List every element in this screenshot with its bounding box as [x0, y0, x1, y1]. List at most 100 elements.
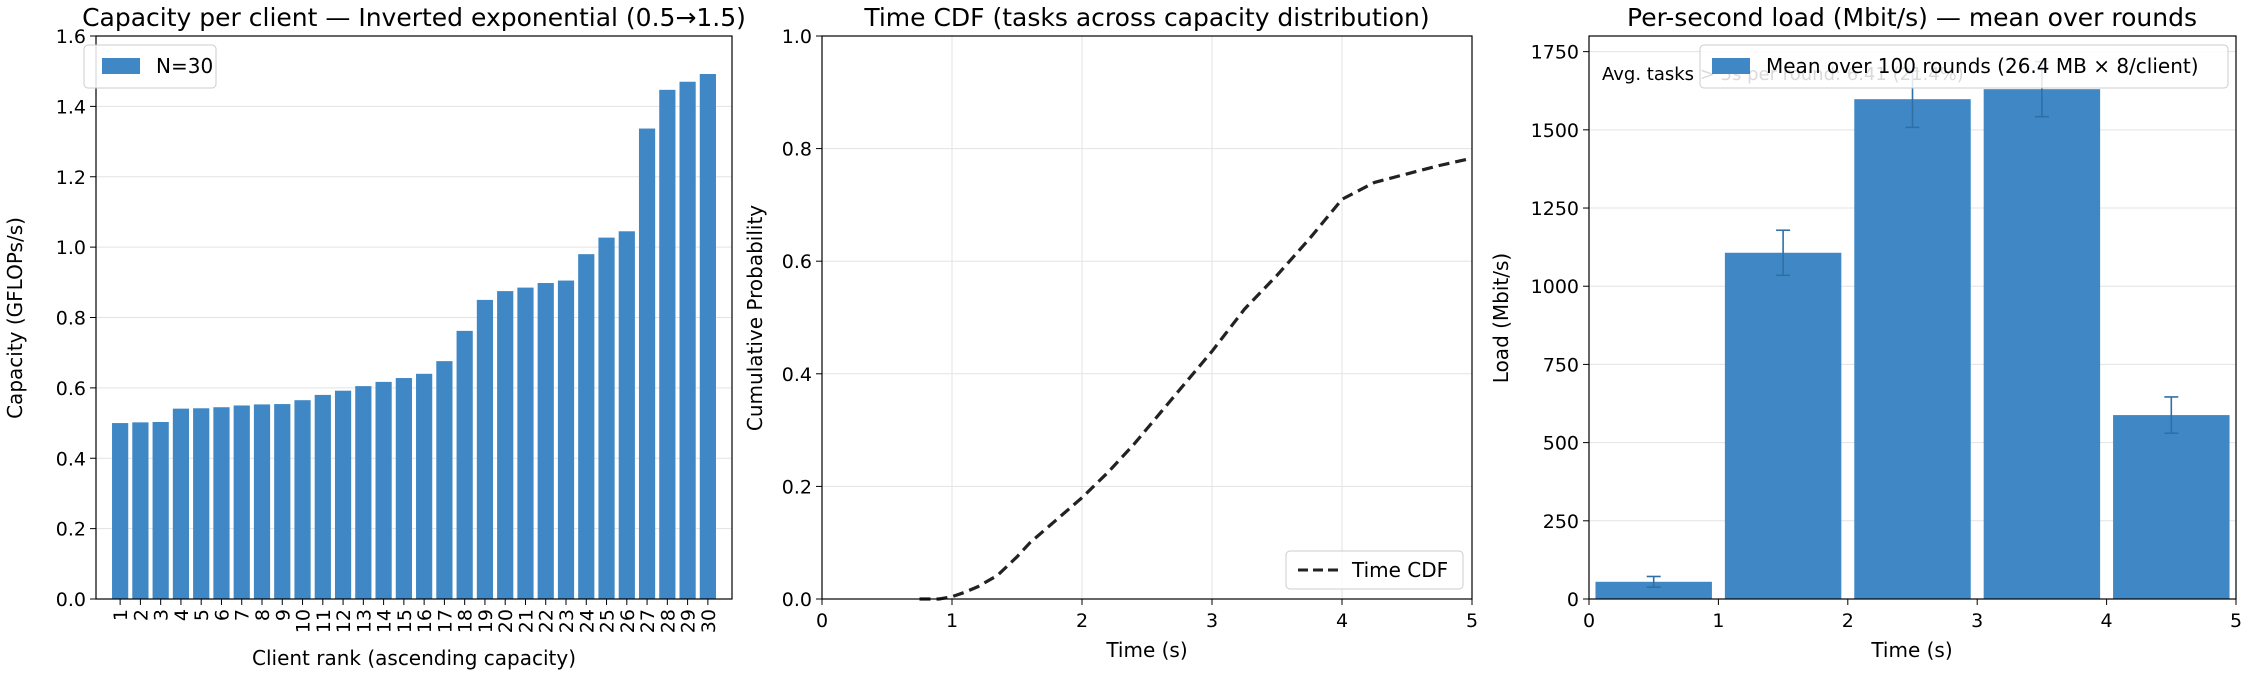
capacity-bar: [679, 81, 696, 599]
x-tick-label: 3: [151, 609, 173, 621]
legend-box: [1699, 44, 2229, 89]
x-tick-label: 25: [597, 609, 619, 633]
y-tick-label: 0.4: [56, 448, 86, 470]
legend-swatch: [1712, 58, 1750, 74]
capacity-bar: [476, 299, 494, 599]
y-tick-label: 0.6: [56, 378, 86, 400]
capacity-bar: [314, 394, 331, 599]
error-bar: [1776, 229, 1791, 277]
y-tick-label: 1.2: [56, 167, 86, 189]
x-tick-label: 10: [293, 609, 315, 633]
x-tick-label: 6: [211, 609, 233, 621]
load-bar: [2113, 415, 2230, 599]
x-tick-label: 4: [2101, 610, 2113, 632]
y-tick-label: 1250: [1531, 198, 1579, 220]
error-bar: [1646, 575, 1661, 588]
y-tick-label: 0.6: [782, 251, 812, 273]
x-tick-label: 14: [374, 609, 396, 633]
capacity-bar: [537, 283, 554, 599]
capacity-bar: [416, 373, 433, 599]
capacity-bar: [395, 378, 412, 599]
y-tick-label: 0.4: [782, 364, 812, 386]
time-cdf-frame: [821, 35, 1473, 600]
x-tick-label: 2: [130, 609, 152, 621]
time-cdf-ylabel: Cumulative Probability: [743, 205, 767, 431]
load-chart-panel: 0 250 500 750 1000 1250 1500 1750 0 1 2 3 4 5 Per-se…: [1489, 3, 2242, 662]
capacity-bar: [557, 280, 575, 599]
capacity-chart-title: Capacity per client — Inverted exponenti…: [82, 3, 746, 32]
capacity-bar: [375, 381, 392, 599]
legend-swatch: [102, 58, 140, 74]
legend-box: [83, 44, 217, 89]
y-tick-label: 0.8: [56, 308, 86, 330]
x-tick-label: 8: [252, 609, 274, 621]
x-tick-label: 1: [1712, 610, 1724, 632]
time-cdf-line: [919, 156, 1473, 601]
capacity-bar: [193, 408, 210, 599]
y-tick-label: 0.8: [782, 139, 812, 161]
load-bar: [1724, 252, 1842, 599]
x-tick-label: 5: [2230, 610, 2242, 632]
capacity-bar: [274, 404, 291, 599]
capacity-chart-xlabel: Client rank (ascending capacity): [252, 646, 576, 670]
capacity-bar: [699, 74, 716, 599]
legend-label: Time CDF: [1351, 558, 1448, 582]
x-tick-label: 11: [313, 609, 335, 633]
legend-label: Mean over 100 rounds (26.4 MB × 8/client…: [1766, 54, 2199, 78]
x-tick-label: 15: [394, 609, 416, 633]
capacity-bar: [334, 390, 352, 599]
y-tick-label: 1500: [1531, 120, 1579, 142]
time-cdf-panel: 0.0 0.2 0.4 0.6 0.8 1.0 0 1 2 3 4 5 Time CDF (task…: [743, 3, 1478, 662]
x-tick-label: 19: [475, 609, 497, 633]
x-tick-label: 4: [1336, 610, 1348, 632]
capacity-bar: [152, 422, 169, 599]
y-tick-label: 1.0: [782, 26, 812, 48]
time-cdf-xlabel: Time (s): [1105, 638, 1187, 662]
x-tick-label: 16: [414, 609, 436, 633]
load-chart-legend: Mean over 100 rounds (26.4 MB × 8/client…: [1699, 44, 2229, 89]
x-tick-label: 9: [272, 609, 294, 621]
x-tick-label: 3: [1206, 610, 1218, 632]
y-tick-label: 0.0: [56, 589, 86, 611]
load-chart-frame: [1588, 35, 2237, 600]
load-bar: [1854, 99, 1971, 599]
x-tick-label: 22: [536, 609, 558, 633]
x-tick-label: 27: [637, 609, 659, 633]
x-tick-label: 1: [110, 609, 132, 621]
error-bar: [2164, 396, 2179, 435]
x-tick-label: 20: [495, 609, 517, 633]
capacity-chart-legend: N=30: [83, 44, 217, 89]
capacity-bar: [233, 405, 250, 599]
capacity-bar: [598, 237, 615, 599]
x-tick-label: 18: [455, 609, 477, 633]
x-tick-label: 5: [1466, 610, 1478, 632]
capacity-bar: [112, 423, 129, 599]
capacity-bar: [517, 287, 534, 599]
capacity-bar: [659, 89, 676, 599]
x-tick-label: 21: [515, 609, 537, 633]
x-tick-label: 13: [353, 609, 375, 633]
capacity-chart-ylabel: Capacity (GFLOPs/s): [3, 217, 27, 419]
capacity-bar: [578, 254, 595, 599]
x-tick-label: 2: [1076, 610, 1088, 632]
y-tick-label: 0.2: [782, 476, 812, 498]
capacity-bar: [253, 404, 271, 599]
x-tick-label: 1: [946, 610, 958, 632]
x-tick-label: 7: [232, 609, 254, 621]
load-bar: [1983, 89, 2101, 599]
load-chart-xlabel: Time (s): [1870, 638, 1952, 662]
capacity-bar: [355, 386, 372, 599]
legend-label: N=30: [156, 54, 213, 78]
capacity-bar: [497, 291, 514, 599]
capacity-bar: [618, 231, 635, 599]
time-cdf-title: Time CDF (tasks across capacity distribu…: [863, 3, 1429, 32]
load-bar: [1595, 581, 1712, 599]
x-tick-label: 23: [556, 609, 578, 633]
x-tick-label: 24: [576, 609, 598, 633]
y-tick-label: 0.0: [782, 589, 812, 611]
x-tick-label: 30: [698, 609, 720, 633]
x-tick-label: 28: [657, 609, 679, 633]
capacity-bar: [294, 400, 311, 599]
time-cdf-legend: Time CDF: [1285, 550, 1464, 590]
